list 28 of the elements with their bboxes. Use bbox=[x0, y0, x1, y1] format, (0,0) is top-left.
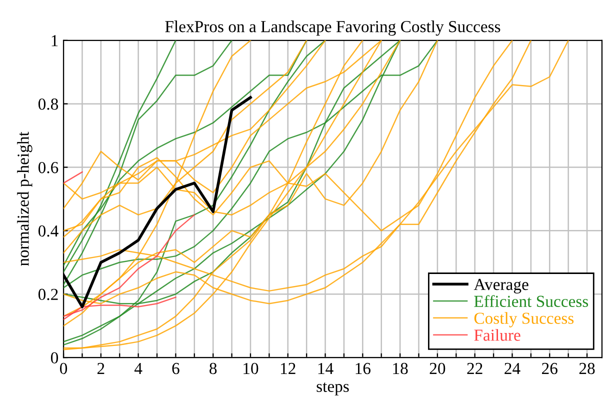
x-tick-label: 12 bbox=[281, 362, 296, 374]
x-tick-label: 0 bbox=[60, 362, 68, 374]
y-tick-label: 0.6 bbox=[38, 162, 58, 174]
chart-title: FlexPros on a Landscape Favoring Costly Success bbox=[165, 20, 500, 36]
legend-label: Failure bbox=[474, 329, 520, 341]
x-tick-label: 16 bbox=[356, 362, 370, 374]
legend-label: Efficient Success bbox=[474, 295, 588, 308]
y-axis-title: normalized p-height bbox=[17, 132, 32, 266]
y-tick-label: 1 bbox=[52, 35, 58, 46]
y-tick-label: 0.2 bbox=[38, 288, 58, 300]
x-tick-label: 26 bbox=[542, 362, 558, 374]
x-tick-label: 22 bbox=[467, 362, 482, 374]
x-tick-label: 28 bbox=[579, 362, 595, 374]
y-tick-label: 0.4 bbox=[38, 225, 58, 237]
x-tick-label: 18 bbox=[393, 362, 408, 374]
y-tick-label: 0.8 bbox=[38, 98, 58, 110]
legend-label: Costly Success bbox=[474, 312, 574, 328]
x-tick-label: 14 bbox=[318, 362, 334, 374]
x-axis-title: steps bbox=[316, 382, 349, 396]
legend-label: Average bbox=[474, 278, 528, 294]
x-tick-label: 20 bbox=[430, 362, 446, 374]
x-tick-label: 6 bbox=[172, 362, 180, 374]
x-tick-label: 24 bbox=[504, 362, 520, 374]
x-tick-label: 8 bbox=[210, 362, 217, 374]
x-tick-label: 4 bbox=[134, 362, 142, 374]
x-tick-label: 10 bbox=[244, 362, 258, 374]
y-tick-label: 0 bbox=[50, 352, 58, 364]
x-tick-label: 2 bbox=[97, 362, 104, 374]
